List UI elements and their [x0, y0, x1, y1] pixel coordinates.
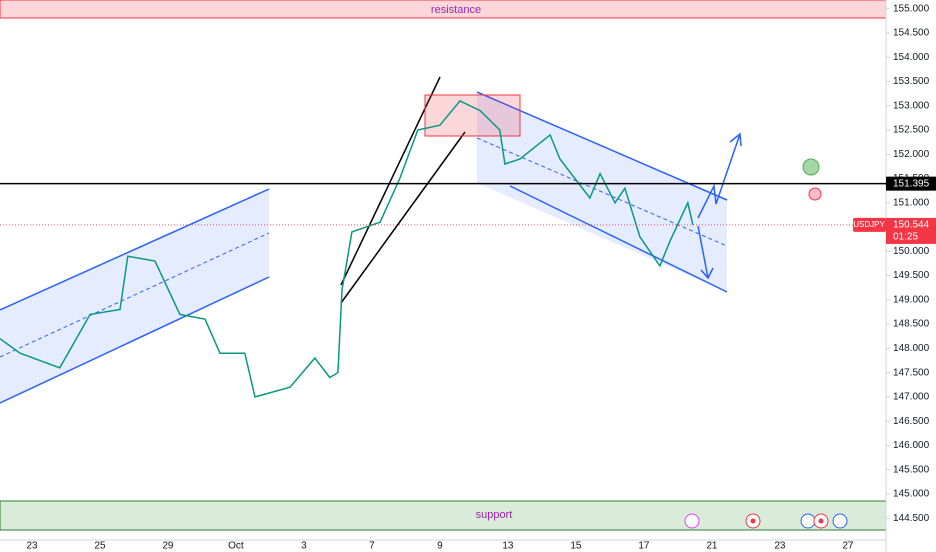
last-price-box	[886, 217, 936, 244]
channel-line	[340, 76, 441, 286]
channel-mid	[476, 137, 728, 247]
x-tick-label: Oct	[228, 541, 244, 552]
y-tick-label: 152.500	[893, 125, 930, 136]
signal-dot	[808, 187, 822, 201]
channel-fill	[0, 189, 269, 403]
y-tick-label: 148.500	[893, 319, 930, 330]
channel-line	[340, 131, 466, 304]
event-icon[interactable]	[684, 513, 700, 529]
x-tick-label: 15	[570, 541, 582, 552]
x-tick-label: 23	[774, 541, 786, 552]
y-tick-label: 153.500	[893, 76, 930, 87]
y-tick-label: 149.000	[893, 294, 930, 305]
event-icon[interactable]	[832, 513, 848, 529]
channel-line	[0, 276, 270, 404]
x-tick-label: 3	[301, 541, 307, 552]
arrow-head	[700, 267, 714, 280]
y-tick-label: 146.000	[893, 440, 930, 451]
event-icon[interactable]	[800, 513, 816, 529]
resistance-label: resistance	[431, 4, 481, 16]
y-tick-label: 147.500	[893, 367, 930, 378]
price-line	[0, 99, 694, 398]
y-tick-label: 149.500	[893, 270, 930, 281]
y-tick-label: 144.500	[893, 513, 930, 524]
x-tick-label: 21	[706, 541, 718, 552]
arrow	[697, 133, 741, 219]
y-tick-label: 145.500	[893, 464, 930, 475]
y-tick-label: 147.000	[893, 392, 930, 403]
x-tick-label: 13	[502, 541, 514, 552]
y-tick-label: 148.000	[893, 343, 930, 354]
level-label-box	[886, 176, 936, 191]
x-tick-label: 17	[638, 541, 650, 552]
channel-line	[0, 188, 270, 311]
level-label: 151.395	[893, 178, 930, 189]
x-tick-label: 29	[162, 541, 174, 552]
arrow	[697, 225, 709, 279]
symbol-label: USDJPY	[853, 220, 885, 229]
channel-line	[509, 185, 728, 293]
y-tick-label: 150.000	[893, 246, 930, 257]
x-tick-label: 27	[842, 541, 854, 552]
signal-dot	[802, 158, 820, 176]
y-tick-label: 154.500	[893, 28, 930, 39]
channel-line	[476, 91, 728, 201]
channel-mid	[0, 232, 270, 358]
support-label: support	[476, 509, 513, 521]
y-tick-label: 152.000	[893, 149, 930, 160]
y-tick-label: 153.000	[893, 100, 930, 111]
arrow-head	[729, 132, 742, 147]
event-icon-dot	[750, 518, 756, 524]
last-price-label: 150.544	[893, 220, 930, 231]
countdown-label: 01:25	[893, 232, 918, 243]
y-tick-label: 151.000	[893, 197, 930, 208]
x-tick-label: 23	[26, 541, 38, 552]
y-tick-label: 155.000	[893, 3, 930, 14]
series	[0, 99, 694, 398]
symbol-box	[853, 217, 886, 232]
box	[424, 94, 521, 137]
y-tick-label: 145.000	[893, 489, 930, 500]
x-tick-label: 25	[94, 541, 106, 552]
y-tick-label: 154.000	[893, 52, 930, 63]
y-tick-label: 146.500	[893, 416, 930, 427]
event-icon-dot	[818, 518, 824, 524]
x-tick-label: 9	[437, 541, 443, 552]
x-tick-label: 7	[369, 541, 375, 552]
